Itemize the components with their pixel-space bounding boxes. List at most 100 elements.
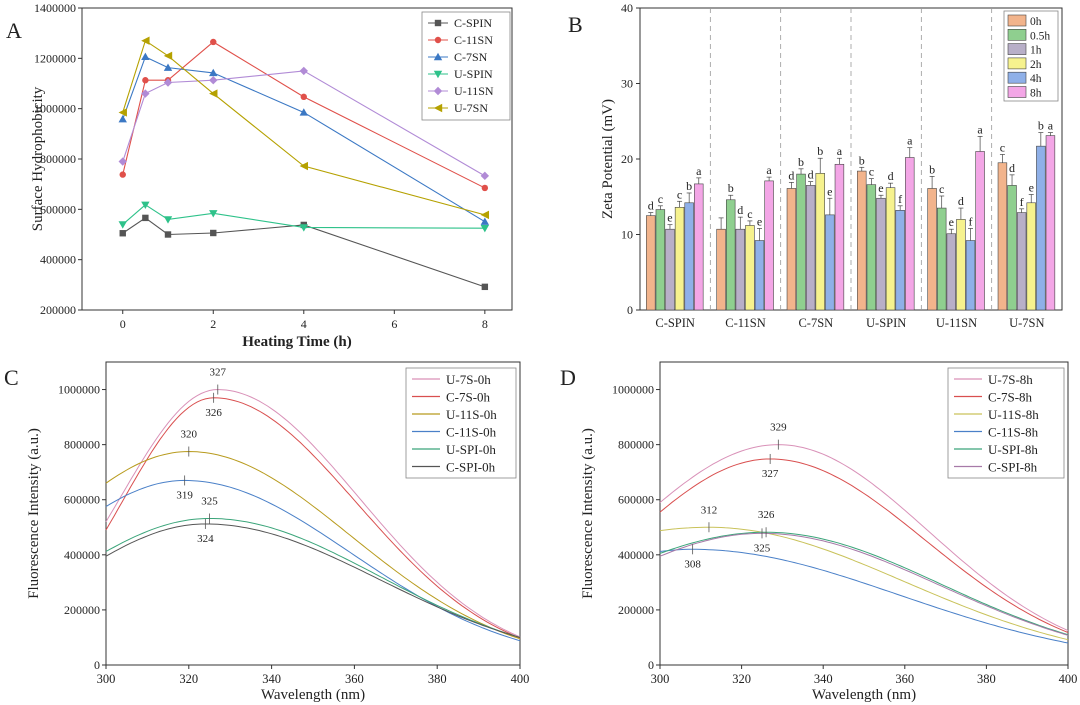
bar (895, 210, 905, 311)
bar (927, 188, 937, 311)
panel-label: A (6, 18, 22, 43)
data-point (163, 216, 173, 224)
series-c-11sn (119, 38, 489, 192)
significance-letter: a (1048, 119, 1054, 133)
legend-marker (433, 70, 443, 79)
x-tick-label: 380 (428, 672, 447, 686)
legend-label: U-7SN (454, 101, 488, 115)
bar (796, 173, 806, 311)
data-point (210, 229, 217, 237)
bar (735, 228, 746, 311)
legend-label: 2h (1030, 59, 1042, 71)
data-point (209, 76, 218, 85)
legend-marker (434, 36, 442, 44)
significance-letter: e (757, 214, 762, 228)
spectrum-c-spi-0h (105, 523, 521, 638)
legend-label: C-SPI-8h (988, 460, 1038, 475)
bar (866, 184, 877, 311)
y-tick-label: 600000 (40, 202, 76, 216)
legend-label: C-11SN (454, 33, 493, 47)
x-tick-label: 4 (301, 317, 307, 331)
bar (857, 170, 867, 311)
significance-letter: c (677, 187, 682, 201)
data-point (164, 231, 172, 238)
series-line (122, 204, 485, 229)
bar (876, 197, 886, 311)
legend-swatch (1007, 28, 1027, 41)
series-line (122, 217, 486, 288)
y-tick-label: 800000 (618, 438, 654, 452)
y-tick-label: 0 (648, 658, 654, 672)
legend-label: C-7S-8h (988, 390, 1033, 405)
data-point (141, 36, 150, 45)
significance-letter: c (658, 192, 663, 206)
significance-letter: e (878, 181, 883, 195)
peak-label: 325 (201, 495, 218, 507)
x-tick-label: 380 (977, 672, 996, 686)
y-tick-label: 30 (621, 77, 633, 91)
x-category-label: C-7SN (798, 316, 833, 330)
significance-letter: f (1020, 195, 1024, 209)
data-point (119, 230, 126, 237)
bar (975, 151, 985, 311)
panel-label: B (568, 12, 583, 37)
legend-swatch (1007, 43, 1027, 55)
data-point (118, 221, 127, 229)
spectrum-c-7s-0h (105, 397, 521, 639)
bar (716, 228, 726, 311)
legend-label: U-SPIN (454, 67, 493, 81)
x-tick-label: 6 (391, 317, 397, 331)
bar (665, 228, 675, 311)
bar (834, 163, 845, 311)
x-tick-label: 320 (179, 672, 198, 686)
series-line (122, 41, 486, 189)
bar (815, 173, 825, 311)
legend-label: U-11S-0h (446, 407, 497, 422)
x-tick-label: 300 (97, 672, 116, 686)
data-point (209, 89, 218, 98)
y-tick-label: 20 (621, 152, 633, 166)
significance-letter: b (929, 162, 935, 176)
legend: U-7S-8h C-7S-8h U-11S-8h C-11S-8h U-SPI-8h C-… (947, 367, 1065, 479)
bar (1007, 185, 1017, 311)
y-tick-label: 1200000 (34, 51, 76, 65)
data-point (480, 210, 490, 220)
x-axis-label: Wavelength (nm) (261, 687, 365, 703)
y-tick-label: 400000 (64, 548, 100, 562)
y-tick-label: 0 (94, 658, 100, 672)
x-tick-label: 2 (210, 317, 216, 331)
x-axis-label: Wavelength (nm) (812, 687, 916, 703)
y-tick-label: 800000 (40, 152, 76, 166)
y-tick-label: 600000 (64, 493, 100, 507)
y-tick-label: 200000 (618, 603, 654, 617)
significance-letter: a (766, 163, 772, 177)
x-tick-label: 400 (1059, 672, 1078, 686)
x-tick-label: 400 (511, 672, 530, 686)
bar (956, 219, 966, 311)
panel-a-line-chart: A 200000 400000 600000 800000 1000000 1200000 1… (6, 1, 513, 350)
legend-swatch (1007, 57, 1027, 70)
data-point (163, 78, 173, 87)
spectrum-c-11s-8h (659, 548, 1069, 644)
significance-letter: d (1009, 161, 1015, 175)
bar (1036, 145, 1046, 311)
significance-letter: d (737, 203, 743, 217)
x-tick-label: 0 (120, 317, 126, 331)
x-tick-label: 8 (482, 317, 488, 331)
data-point (480, 171, 490, 181)
x-tick-label: 340 (814, 672, 833, 686)
y-tick-label: 10 (621, 228, 633, 242)
legend-label: C-SPI-0h (446, 460, 496, 475)
legend-label: U-11SN (454, 84, 494, 98)
x-tick-label: 320 (732, 672, 751, 686)
bar (825, 214, 835, 311)
series-u-7sn (118, 36, 490, 220)
bar (684, 202, 694, 311)
significance-letter: e (827, 184, 832, 198)
data-point (299, 224, 308, 232)
y-axis-label: Surface Hydrophobicity (30, 86, 46, 231)
bar (764, 180, 774, 311)
significance-letter: d (808, 168, 814, 182)
significance-letter: c (869, 165, 874, 179)
